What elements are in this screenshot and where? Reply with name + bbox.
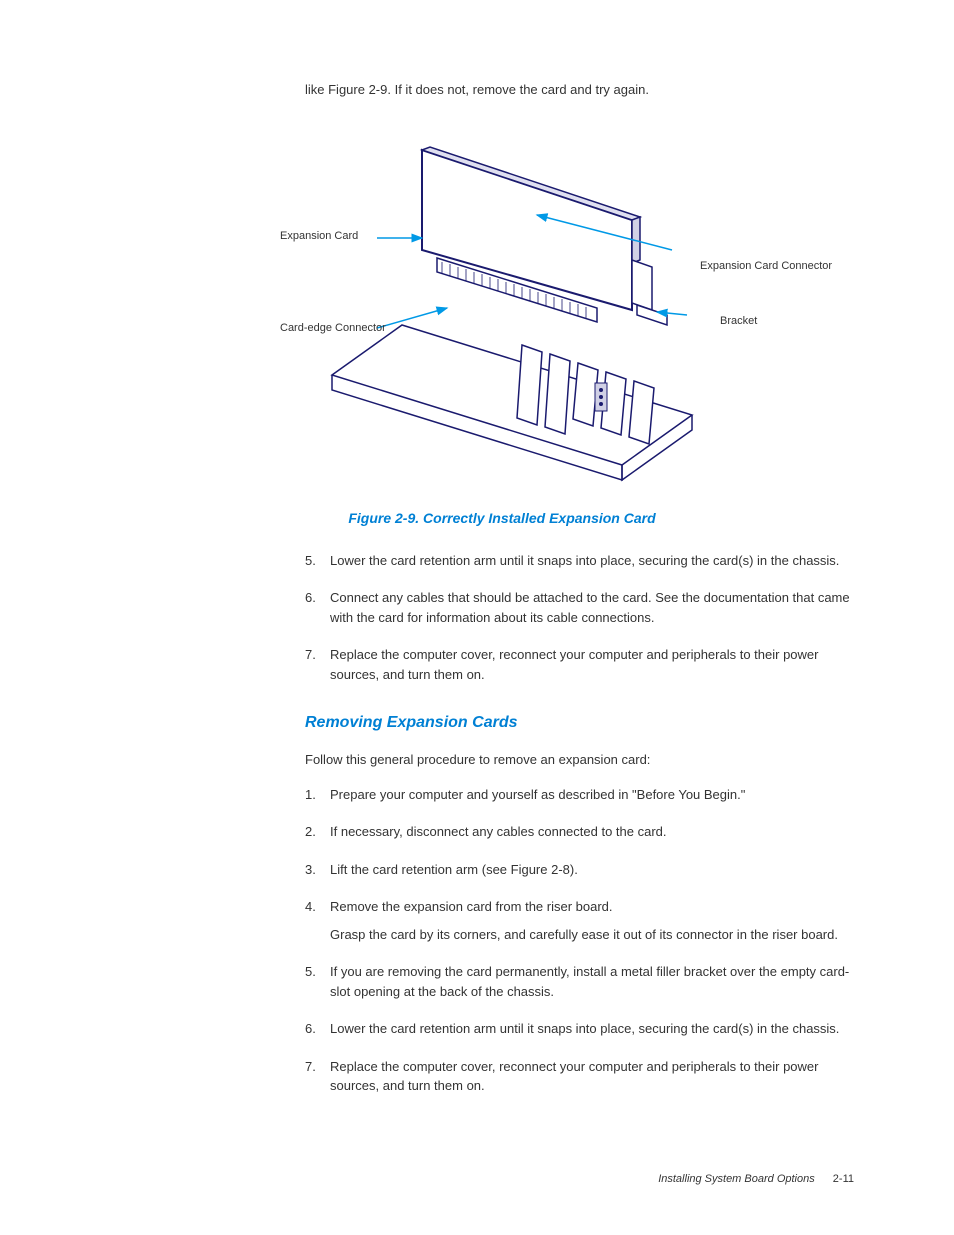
item-num: 7. [305, 1057, 330, 1096]
list-item: 3. Lift the card retention arm (see Figu… [305, 860, 854, 880]
item-num: 4. [305, 897, 330, 944]
item-text: Prepare your computer and yourself as de… [330, 785, 745, 805]
step-num: 6. [305, 588, 330, 627]
list-item: 6. Lower the card retention arm until it… [305, 1019, 854, 1039]
list-item: 1. Prepare your computer and yourself as… [305, 785, 854, 805]
item-sub: Grasp the card by its corners, and caref… [330, 925, 838, 945]
item-num: 3. [305, 860, 330, 880]
item-text: Remove the expansion card from the riser… [330, 899, 613, 914]
list-item: 7. Replace the computer cover, reconnect… [305, 1057, 854, 1096]
header-section: like Figure 2-9. If it does not, remove … [150, 80, 854, 100]
item-num: 2. [305, 822, 330, 842]
label-card-edge-connector: Card-edge Connector [280, 322, 386, 334]
step-item: 5. Lower the card retention arm until it… [305, 551, 854, 571]
page-footer: Installing System Board Options 2-11 [658, 1173, 854, 1185]
step-num: 5. [305, 551, 330, 571]
list-item: 4. Remove the expansion card from the ri… [305, 897, 854, 944]
label-expansion-card-connector: Expansion Card Connector [700, 260, 832, 272]
item-num: 5. [305, 962, 330, 1001]
step-text: Connect any cables that should be attach… [330, 588, 854, 627]
step-num: 7. [305, 645, 330, 684]
step-item: 6. Connect any cables that should be att… [305, 588, 854, 627]
figure-container: Expansion Card Card-edge Connector Expan… [150, 130, 854, 526]
step-text: Lower the card retention arm until it sn… [330, 551, 839, 571]
item-text: If necessary, disconnect any cables conn… [330, 822, 667, 842]
expansion-card-illustration [292, 130, 712, 490]
header-text: like Figure 2-9. If it does not, remove … [305, 80, 854, 100]
removal-steps: 1. Prepare your computer and yourself as… [305, 785, 854, 1096]
footer-text: Installing System Board Options [658, 1173, 815, 1185]
page-container: like Figure 2-9. If it does not, remove … [0, 0, 954, 1235]
label-expansion-card: Expansion Card [280, 230, 358, 242]
item-text: Replace the computer cover, reconnect yo… [330, 1057, 854, 1096]
item-num: 1. [305, 785, 330, 805]
item-num: 6. [305, 1019, 330, 1039]
item-text: Lift the card retention arm (see Figure … [330, 860, 578, 880]
item-text: Lower the card retention arm until it sn… [330, 1019, 839, 1039]
footer-page: 2-11 [833, 1173, 854, 1185]
list-item: 5. If you are removing the card permanen… [305, 962, 854, 1001]
continue-steps: 5. Lower the card retention arm until it… [305, 551, 854, 685]
item-text: If you are removing the card permanently… [330, 962, 854, 1001]
section-heading: Removing Expansion Cards [305, 714, 854, 732]
section-intro: Follow this general procedure to remove … [305, 750, 854, 770]
list-item: 2. If necessary, disconnect any cables c… [305, 822, 854, 842]
step-text: Replace the computer cover, reconnect yo… [330, 645, 854, 684]
label-bracket: Bracket [720, 315, 757, 327]
step-item: 7. Replace the computer cover, reconnect… [305, 645, 854, 684]
figure-caption: Figure 2-9. Correctly Installed Expansio… [150, 510, 854, 526]
